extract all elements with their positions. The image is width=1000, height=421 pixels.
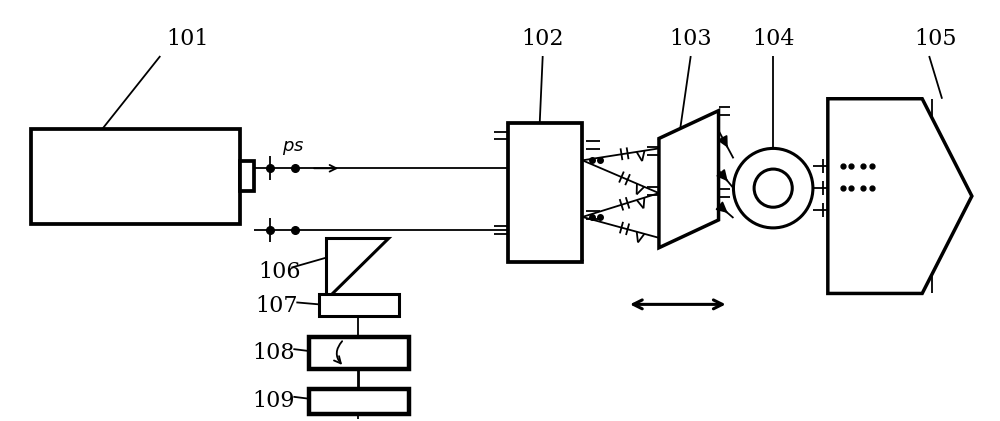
Circle shape — [733, 149, 813, 228]
Bar — [240, 161, 254, 191]
Bar — [309, 337, 409, 369]
Text: 101: 101 — [166, 28, 208, 50]
Circle shape — [754, 169, 792, 207]
Text: $ps$: $ps$ — [282, 139, 305, 157]
Text: 106: 106 — [258, 261, 301, 282]
Text: 107: 107 — [255, 296, 298, 317]
Polygon shape — [659, 111, 719, 248]
Bar — [508, 123, 582, 262]
Text: 105: 105 — [914, 28, 956, 50]
Text: 109: 109 — [252, 390, 295, 412]
Bar — [309, 389, 409, 414]
Bar — [31, 128, 240, 224]
Polygon shape — [326, 238, 388, 299]
Polygon shape — [828, 99, 972, 293]
Text: 103: 103 — [669, 28, 712, 50]
Text: 108: 108 — [252, 342, 295, 364]
Text: 104: 104 — [752, 28, 794, 50]
Bar — [319, 294, 399, 316]
Text: 102: 102 — [521, 28, 564, 50]
